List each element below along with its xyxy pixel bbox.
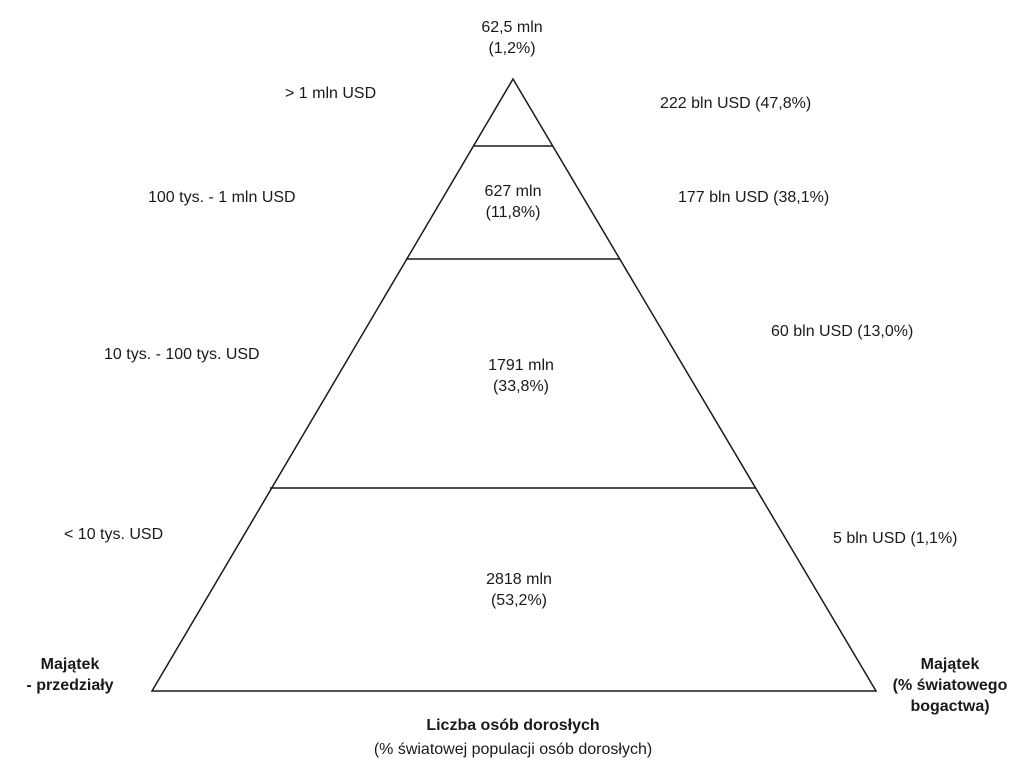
bottom-axis-subtitle: (% światowej populacji osób dorosłych)	[373, 741, 653, 758]
tier-4-range: < 10 tys. USD	[64, 526, 164, 543]
tier-3-wealth: 60 bln USD (13,0%)	[771, 323, 914, 340]
bottom-axis-title: Liczba osób dorosłych	[426, 717, 600, 734]
left-axis-title: Majątek - przedziały	[26, 656, 114, 694]
tier-1-people: 62,5 mln (1,2%)	[481, 19, 543, 57]
tier-2-range: 100 tys. - 1 mln USD	[148, 189, 296, 206]
tier-4-wealth: 5 bln USD (1,1%)	[833, 530, 958, 547]
tier-3-people: 1791 mln (33,8%)	[488, 357, 554, 395]
tier-4-people: 2818 mln (53,2%)	[486, 571, 552, 609]
tier-1-range: > 1 mln USD	[285, 85, 377, 102]
tier-2-people: 627 mln (11,8%)	[484, 183, 542, 221]
tier-1-wealth: 222 bln USD (47,8%)	[660, 95, 812, 112]
pyramid-outline	[150, 77, 878, 692]
right-axis-title: Majątek (% światowego bogactwa)	[892, 656, 1008, 715]
tier-2-wealth: 177 bln USD (38,1%)	[678, 189, 830, 206]
tier-3-range: 10 tys. - 100 tys. USD	[104, 346, 260, 363]
